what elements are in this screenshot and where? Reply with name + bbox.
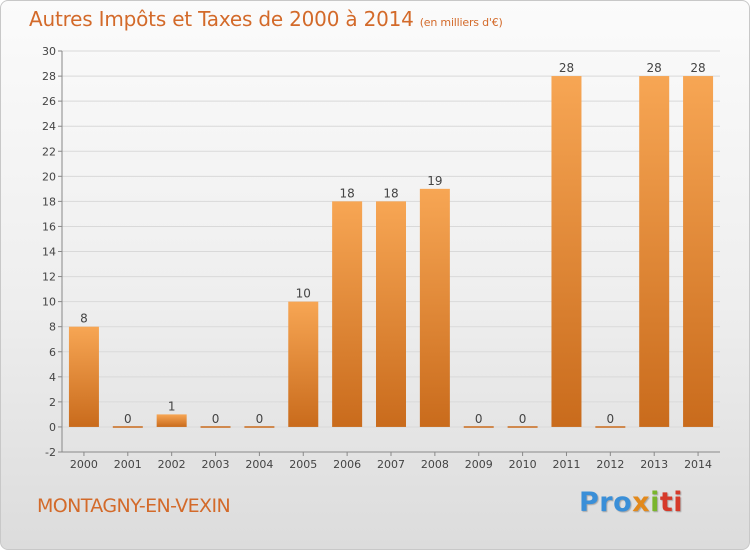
y-tick-label: 26 (42, 95, 56, 108)
x-tick-label: 2011 (552, 458, 580, 471)
data-label: 0 (475, 412, 483, 426)
labels: -202468101214161820222426283082000020011… (42, 45, 712, 471)
data-label: 18 (339, 186, 354, 200)
bar (288, 301, 319, 427)
x-tick-label: 2013 (640, 458, 668, 471)
y-tick-label: 12 (42, 271, 56, 284)
x-tick-label: 2012 (596, 458, 624, 471)
commune-name: MONTAGNY-EN-VEXIN (37, 495, 231, 517)
logo-part: i (650, 487, 660, 518)
data-label: 1 (168, 399, 176, 413)
bar (551, 76, 582, 427)
y-tick-label: 16 (42, 220, 56, 233)
x-tick-label: 2002 (158, 458, 186, 471)
y-tick-label: -2 (45, 446, 56, 459)
y-tick-label: 28 (42, 70, 56, 83)
data-label: 10 (296, 287, 311, 301)
y-tick-label: 6 (49, 346, 56, 359)
data-label: 28 (690, 61, 705, 75)
bar (332, 201, 363, 427)
y-tick-label: 14 (42, 246, 56, 259)
data-label: 8 (80, 312, 88, 326)
y-tick-label: 24 (42, 120, 56, 133)
x-tick-label: 2003 (202, 458, 230, 471)
bar (156, 414, 187, 427)
data-label: 0 (124, 412, 132, 426)
chart-title: Autres Impôts et Taxes de 2000 à 2014 (en… (29, 7, 503, 31)
data-label: 19 (427, 174, 442, 188)
logo-part: ti (659, 487, 684, 518)
chart-title-text: Autres Impôts et Taxes de 2000 à 2014 (29, 7, 414, 31)
x-tick-label: 2000 (70, 458, 98, 471)
y-tick-label: 2 (49, 396, 56, 409)
data-label: 0 (212, 412, 220, 426)
y-tick-label: 20 (42, 170, 56, 183)
x-tick-label: 2008 (421, 458, 449, 471)
bar (639, 76, 670, 427)
proxiti-logo: Proxiti (579, 487, 683, 518)
y-tick-label: 18 (42, 195, 56, 208)
bars (68, 76, 714, 428)
x-tick-label: 2009 (465, 458, 493, 471)
y-tick-label: 10 (42, 296, 56, 309)
logo-part: x (632, 487, 651, 518)
bar (683, 76, 714, 427)
bar (376, 201, 406, 427)
x-tick-label: 2001 (114, 458, 142, 471)
y-tick-label: 8 (49, 321, 56, 334)
x-tick-label: 2010 (509, 458, 537, 471)
data-label: 28 (647, 61, 662, 75)
x-tick-label: 2005 (289, 458, 317, 471)
data-label: 28 (559, 61, 574, 75)
x-tick-label: 2007 (377, 458, 405, 471)
data-label: 0 (519, 412, 527, 426)
y-tick-label: 30 (42, 45, 56, 58)
y-tick-label: 22 (42, 145, 56, 158)
bar (419, 188, 450, 427)
x-tick-label: 2006 (333, 458, 361, 471)
data-label: 0 (256, 412, 264, 426)
bar (68, 326, 99, 427)
axes (58, 50, 720, 456)
data-label: 0 (607, 412, 615, 426)
data-label: 18 (383, 186, 398, 200)
y-tick-label: 4 (49, 371, 56, 384)
x-tick-label: 2014 (684, 458, 712, 471)
logo-part: Pro (579, 487, 633, 518)
y-tick-label: 0 (49, 421, 56, 434)
x-tick-label: 2004 (245, 458, 273, 471)
chart-unit: (en milliers d'€) (419, 16, 503, 29)
